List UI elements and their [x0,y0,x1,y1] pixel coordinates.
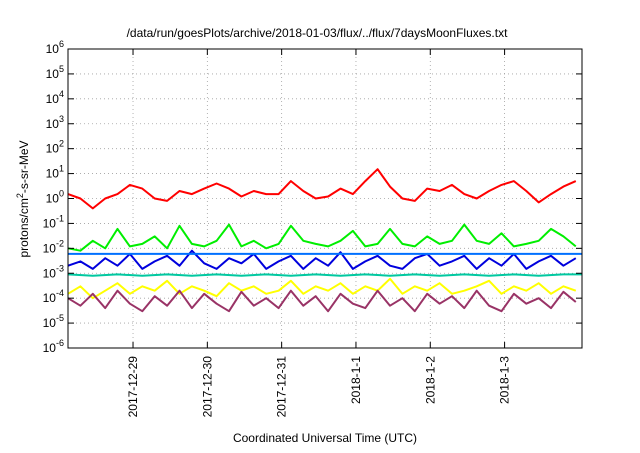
y-tick-label: 10-2 [43,238,64,255]
y-axis: 10-6 10-5 10-4 10-3 10-2 10-1 100 101 102 103 104 1… [43,39,582,355]
y-tick-label: 105 [46,64,64,81]
series-group [67,168,582,313]
y-tick-label: 10-1 [43,213,64,230]
grid [68,49,582,348]
y-tick-label: 103 [46,114,64,131]
y-tick-label: 102 [46,139,64,156]
y-tick-label: 10-4 [43,288,64,305]
y-axis-label-sup: 2 [15,193,25,198]
x-tick-label: 2018-1-3 [498,356,512,404]
series-line-6 [67,277,577,300]
y-axis-label: protons/cm2-s-sr-MeV [15,140,31,257]
y-tick-label: 100 [46,189,64,206]
x-tick-label: 2017-12-29 [126,356,140,418]
x-axis: 2017-12-29 2017-12-30 2017-12-31 2018-1-1 20… [126,49,512,417]
series-line-5 [67,273,582,277]
x-axis-label: Coordinated Universal Time (UTC) [233,431,417,445]
x-tick-label: 2017-12-31 [275,356,289,418]
y-axis-label-rest: -s-sr-MeV [17,140,31,193]
series-line-2 [67,223,577,252]
series-line-1 [67,168,577,210]
x-tick-label: 2018-1-1 [349,356,363,404]
y-axis-label-base: protons/cm [17,198,31,257]
y-tick-label: 104 [46,89,64,106]
x-tick-label: 2017-12-30 [200,356,214,418]
y-tick-label: 101 [46,164,64,181]
y-tick-label: 10-5 [43,313,64,330]
chart-title: /data/run/goesPlots/archive/2018-01-03/f… [127,26,509,40]
series-line-7 [67,289,577,313]
y-tick-label: 10-3 [43,263,64,280]
x-tick-label: 2018-1-2 [423,356,437,404]
y-tick-label: 106 [46,39,64,56]
series-line-3 [67,249,577,270]
y-tick-label: 10-6 [43,338,64,355]
